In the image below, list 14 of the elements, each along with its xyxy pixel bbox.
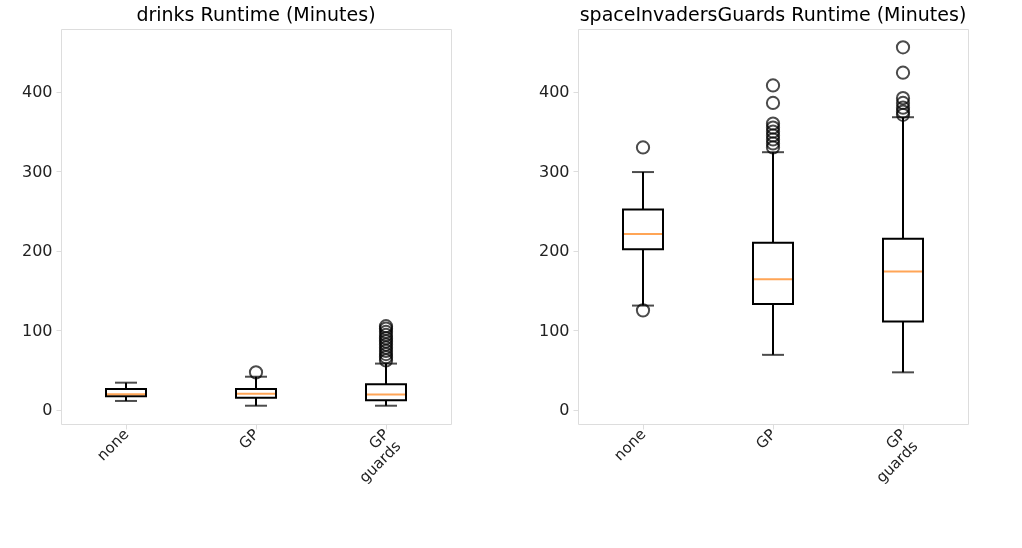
y-tick-label: 400: [21, 82, 53, 102]
y-tick-label: 100: [21, 320, 53, 340]
y-tick-label: 100: [538, 320, 570, 340]
y-tick-label: 300: [538, 161, 570, 181]
x-tick-label: GP: [752, 425, 780, 453]
x-tick-label: GP: [235, 425, 263, 453]
y-tick-label: 0: [42, 400, 53, 420]
y-tick-label: 200: [538, 241, 570, 261]
y-tick-label: 400: [538, 82, 570, 102]
y-tick-label: 200: [21, 241, 53, 261]
y-tick-label: 0: [559, 400, 570, 420]
chart-title: drinks Runtime (Minutes): [136, 3, 376, 25]
chart-title: spaceInvadersGuards Runtime (Minutes): [579, 3, 967, 25]
y-tick-label: 300: [21, 161, 53, 181]
